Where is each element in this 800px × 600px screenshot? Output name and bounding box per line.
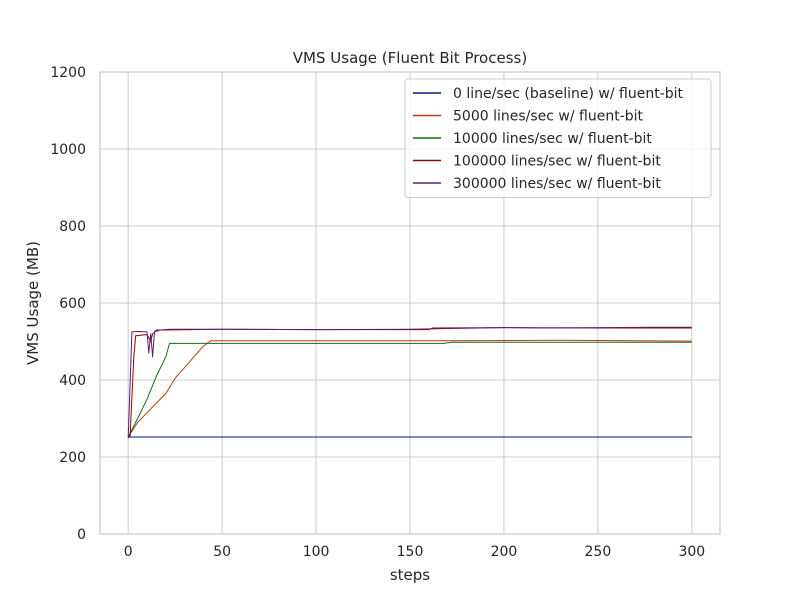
grid <box>100 71 720 535</box>
series-lines <box>127 326 692 439</box>
chart-title: VMS Usage (Fluent Bit Process) <box>293 49 527 67</box>
y-tick-label: 800 <box>59 219 86 235</box>
legend-label: 100000 lines/sec w/ fluent-bit <box>453 154 661 170</box>
x-tick-label: 200 <box>491 544 518 560</box>
legend-label: 10000 lines/sec w/ fluent-bit <box>453 131 652 147</box>
y-tick-label: 200 <box>59 450 86 466</box>
legend-label: 300000 lines/sec w/ fluent-bit <box>453 176 661 192</box>
x-tick-label: 0 <box>124 544 133 560</box>
y-tick-label: 400 <box>59 373 86 389</box>
x-tick-label: 50 <box>213 544 231 560</box>
tick-labels: 0 50 100 150 200 250 300 0 200 400 600 800 1000 1200 <box>50 65 705 560</box>
x-tick-label: 150 <box>397 544 424 560</box>
y-tick-label: 600 <box>59 296 86 312</box>
x-tick-label: 250 <box>585 544 612 560</box>
series-line-3 <box>127 341 692 438</box>
series-line-2 <box>127 339 692 438</box>
legend-label: 5000 lines/sec w/ fluent-bit <box>453 109 644 125</box>
series-line-5 <box>127 326 692 438</box>
y-axis-label: VMS Usage (MB) <box>24 241 42 365</box>
y-tick-label: 1200 <box>50 65 86 81</box>
y-tick-label: 0 <box>77 527 86 543</box>
x-axis-label: steps <box>390 566 430 584</box>
x-tick-label: 300 <box>678 544 705 560</box>
y-tick-label: 1000 <box>50 142 86 158</box>
legend-box <box>404 78 712 198</box>
legend-label: 0 line/sec (baseline) w/ fluent-bit <box>453 86 684 102</box>
x-tick-label: 100 <box>303 544 330 560</box>
legend: 0 line/sec (baseline) w/ fluent-bit 5000 … <box>404 78 712 198</box>
